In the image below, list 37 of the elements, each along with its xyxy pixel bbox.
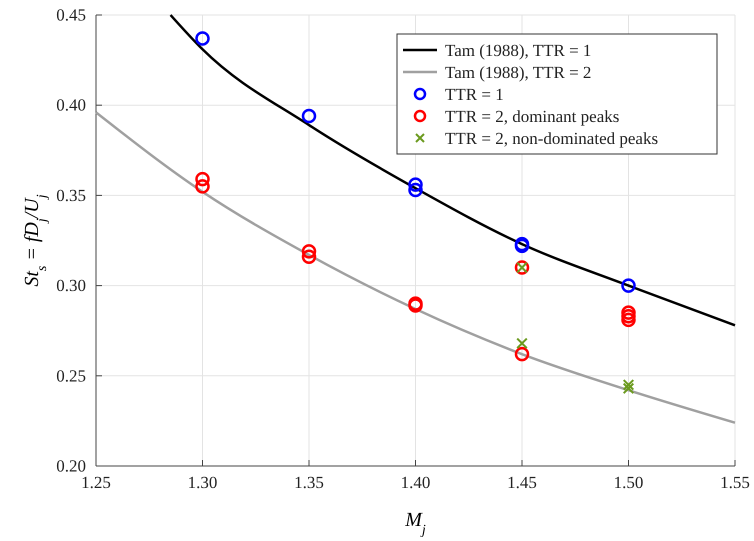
point <box>621 309 636 324</box>
point <box>195 31 210 46</box>
point <box>621 305 636 320</box>
point <box>408 177 423 192</box>
y-tick-label: 0.20 <box>56 456 86 476</box>
legend-label: Tam (1988), TTR = 1 <box>445 41 592 60</box>
point <box>408 182 423 198</box>
x-tick-label: 1.55 <box>720 473 750 492</box>
y-tick-label: 0.25 <box>56 366 86 386</box>
x-tick-label: 1.35 <box>294 473 324 492</box>
point <box>195 179 210 194</box>
x-tick-label: 1.25 <box>81 473 111 492</box>
x-tick-label: 1.45 <box>507 473 537 492</box>
y-tick-label: 0.45 <box>56 5 86 24</box>
point <box>516 338 528 350</box>
point <box>195 172 210 186</box>
point <box>622 379 634 391</box>
x-tick-label: 1.30 <box>188 473 218 492</box>
x-tick-label: 1.50 <box>614 473 644 492</box>
point <box>302 249 316 264</box>
point <box>621 278 636 293</box>
legend-label: Tam (1988), TTR = 2 <box>445 63 592 82</box>
point <box>302 108 316 124</box>
line-series <box>169 14 736 327</box>
y-tick-label: 0.35 <box>56 186 86 205</box>
legend-label: TTR = 1 <box>445 85 504 104</box>
point <box>302 244 316 259</box>
y-tick-label: 0.30 <box>56 276 86 296</box>
point <box>514 346 530 362</box>
legend-label: TTR = 2, non-dominated peaks <box>445 129 658 148</box>
point <box>621 312 636 328</box>
x-axis-title: M$_{j}$ <box>404 509 426 538</box>
legend-label: TTR = 2, dominant peaks <box>445 107 620 126</box>
line-series <box>94 111 736 424</box>
point <box>622 382 634 394</box>
y-tick-label: 0.40 <box>56 96 86 115</box>
x-tick-label: 1.40 <box>400 473 430 492</box>
